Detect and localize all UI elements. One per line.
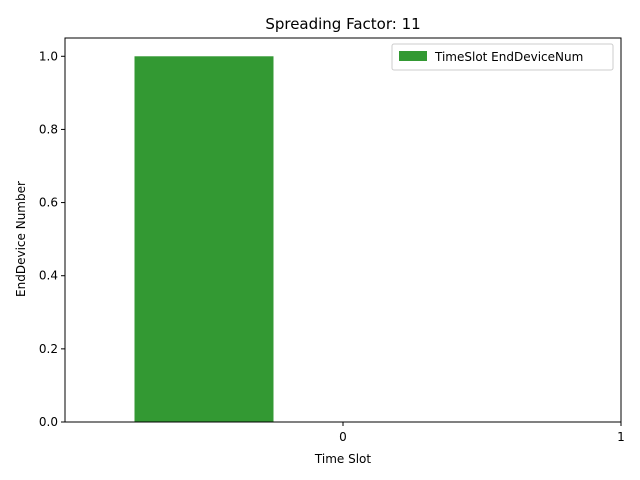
y-tick-label-0: 0.0: [39, 415, 58, 429]
x-tick-label-1: 1: [617, 430, 625, 444]
y-axis-label: EndDevice Number: [14, 181, 28, 297]
y-tick-label-5: 1.0: [39, 49, 58, 63]
plot-area: 0.0 0.2 0.4 0.6 0.8 1.0 0 1: [39, 37, 625, 444]
y-tick-label-3: 0.6: [39, 196, 58, 210]
x-axis-label: Time Slot: [314, 452, 371, 466]
legend-frame: [391, 43, 614, 71]
legend: TimeSlot EndDeviceNum: [391, 43, 614, 71]
y-tick-label-1: 0.2: [39, 342, 58, 356]
legend-entry-label: TimeSlot EndDeviceNum: [434, 50, 583, 64]
bar-0-0: [134, 56, 274, 423]
y-tick-label-2: 0.4: [39, 269, 58, 283]
chart-title: Spreading Factor: 11: [265, 15, 420, 33]
x-tick-label-0: 0: [339, 430, 347, 444]
y-tick-label-4: 0.8: [39, 122, 58, 136]
legend-swatch: [399, 51, 427, 61]
